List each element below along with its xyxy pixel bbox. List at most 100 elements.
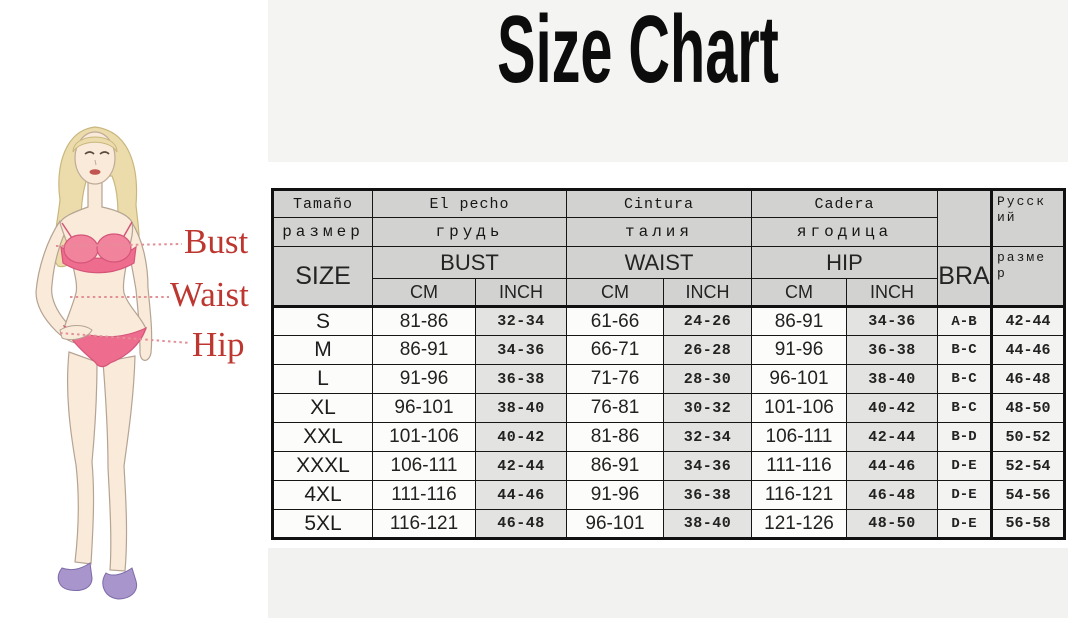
cell-waist-cm: 86-91 — [566, 451, 664, 481]
cell-waist-inch: 32-34 — [663, 422, 752, 452]
cell-size: L — [272, 364, 373, 394]
header-el-pecho: El pecho — [372, 189, 567, 218]
cell-waist-cm: 66-71 — [566, 335, 664, 365]
cell-bust-cm: 101-106 — [372, 422, 476, 452]
left-leg — [66, 351, 98, 565]
cell-bust-inch: 32-34 — [475, 306, 567, 336]
cell-ru-size: 54-56 — [990, 480, 1065, 510]
cell-size: M — [272, 335, 373, 365]
header-yagoditsa: ягодица — [751, 217, 938, 247]
bra — [60, 221, 137, 274]
cell-bust-cm: 81-86 — [372, 306, 476, 336]
header-waist: WAIST — [566, 246, 752, 279]
cell-waist-inch: 36-38 — [663, 480, 752, 510]
bust-label: Bust — [184, 222, 249, 261]
cell-bust-inch: 34-36 — [475, 335, 567, 365]
cell-waist-inch: 38-40 — [663, 509, 752, 539]
cell-hip-inch: 46-48 — [846, 480, 938, 510]
legs — [66, 351, 136, 572]
cell-hip-cm: 91-96 — [751, 335, 847, 365]
hip-label: Hip — [192, 325, 245, 364]
header-russian-title: Русский — [990, 189, 1065, 247]
cell-bra: D-E — [937, 480, 992, 510]
cell-bust-inch: 38-40 — [475, 393, 567, 423]
header-bust-cm: CM — [372, 278, 476, 308]
cell-size: XXXL — [272, 451, 373, 481]
measurement-lines — [55, 243, 191, 344]
cell-ru-size: 50-52 — [990, 422, 1065, 452]
hip-dotted-line — [59, 332, 191, 344]
cell-size: XL — [272, 393, 373, 423]
cell-ru-size: 48-50 — [990, 393, 1065, 423]
header-row-russian: размер грудь талия ягодица — [272, 217, 1065, 247]
cell-hip-inch: 34-36 — [846, 306, 938, 336]
table-row: XXXL 106-111 42-44 86-91 34-36 111-116 4… — [272, 451, 1065, 481]
header-waist-inch: INCH — [663, 278, 752, 308]
header-row-units: CM INCH CM INCH CM INCH — [273, 278, 1065, 308]
cell-hip-inch: 48-50 — [846, 509, 938, 539]
waist-label: Waist — [170, 275, 249, 314]
cell-bust-inch: 36-38 — [475, 364, 567, 394]
header-bust: BUST — [372, 246, 567, 279]
cell-bust-inch: 44-46 — [475, 480, 567, 510]
cell-waist-cm: 91-96 — [566, 480, 664, 510]
cell-hip-inch: 38-40 — [846, 364, 938, 394]
header-bust-inch: INCH — [475, 278, 567, 308]
header-hip-inch: INCH — [846, 278, 938, 308]
header-size: SIZE — [272, 246, 373, 308]
cell-bust-cm: 86-91 — [372, 335, 476, 365]
cell-waist-inch: 30-32 — [663, 393, 752, 423]
cell-bra: D-E — [937, 509, 992, 539]
cell-hip-cm: 111-116 — [751, 451, 847, 481]
cell-bra: B-C — [937, 393, 992, 423]
cell-ru-size: 56-58 — [990, 509, 1065, 539]
header-waist-cm: CM — [566, 278, 664, 308]
cell-size: S — [272, 306, 373, 336]
nose — [94, 159, 97, 166]
cell-waist-cm: 76-81 — [566, 393, 664, 423]
cell-size: 4XL — [272, 480, 373, 510]
header-cadera: Cadera — [751, 189, 938, 218]
eyes — [84, 151, 110, 155]
cell-bra: D-E — [937, 451, 992, 481]
cell-ru-size: 42-44 — [990, 306, 1065, 336]
table-row: M 86-91 34-36 66-71 26-28 91-96 36-38 B-… — [272, 335, 1065, 365]
header-hip-cm: CM — [751, 278, 847, 308]
cell-ru-size: 46-48 — [990, 364, 1065, 394]
cell-bust-inch: 46-48 — [475, 509, 567, 539]
header-row-english: SIZE BUST WAIST HIP BRA размер — [272, 246, 1065, 308]
left-shoe — [57, 562, 93, 591]
table-row: 4XL 111-116 44-46 91-96 36-38 116-121 46… — [272, 480, 1065, 510]
hand — [59, 325, 93, 341]
header-hip: HIP — [751, 246, 938, 279]
header-bra-spacer — [937, 189, 992, 247]
table-row: L 91-96 36-38 71-76 28-30 96-101 38-40 B… — [272, 364, 1065, 394]
cell-hip-inch: 36-38 — [846, 335, 938, 365]
header-tamano: Tamaño — [272, 189, 373, 218]
cell-waist-inch: 28-30 — [663, 364, 752, 394]
cell-hip-cm: 96-101 — [751, 364, 847, 394]
cell-hip-cm: 121-126 — [751, 509, 847, 539]
table-row: XXL 101-106 40-42 81-86 32-34 106-111 42… — [272, 422, 1065, 452]
header-taliya: талия — [566, 217, 752, 247]
right-leg — [102, 355, 136, 572]
cell-bust-cm: 111-116 — [372, 480, 476, 510]
cell-hip-inch: 42-44 — [846, 422, 938, 452]
header-razmer: размер — [272, 217, 373, 247]
header-row-spanish: Tamaño El pecho Cintura Cadera Русский — [272, 189, 1065, 247]
cell-waist-inch: 34-36 — [663, 451, 752, 481]
cell-bust-cm: 116-121 — [372, 509, 476, 539]
table-row: XL 96-101 38-40 76-81 30-32 101-106 40-4… — [272, 393, 1065, 423]
cell-bra: B-C — [937, 364, 992, 394]
cell-bra: B-C — [937, 335, 992, 365]
cell-bust-inch: 42-44 — [475, 451, 567, 481]
table-row: 5XL 116-121 46-48 96-101 38-40 121-126 4… — [272, 509, 1065, 539]
shoes — [57, 562, 138, 600]
cell-waist-cm: 71-76 — [566, 364, 664, 394]
cell-waist-cm: 96-101 — [566, 509, 664, 539]
cell-waist-inch: 26-28 — [663, 335, 752, 365]
cell-bra: B-D — [937, 422, 992, 452]
woman-illustration — [35, 126, 191, 600]
page-title: Size Chart — [497, 0, 779, 103]
